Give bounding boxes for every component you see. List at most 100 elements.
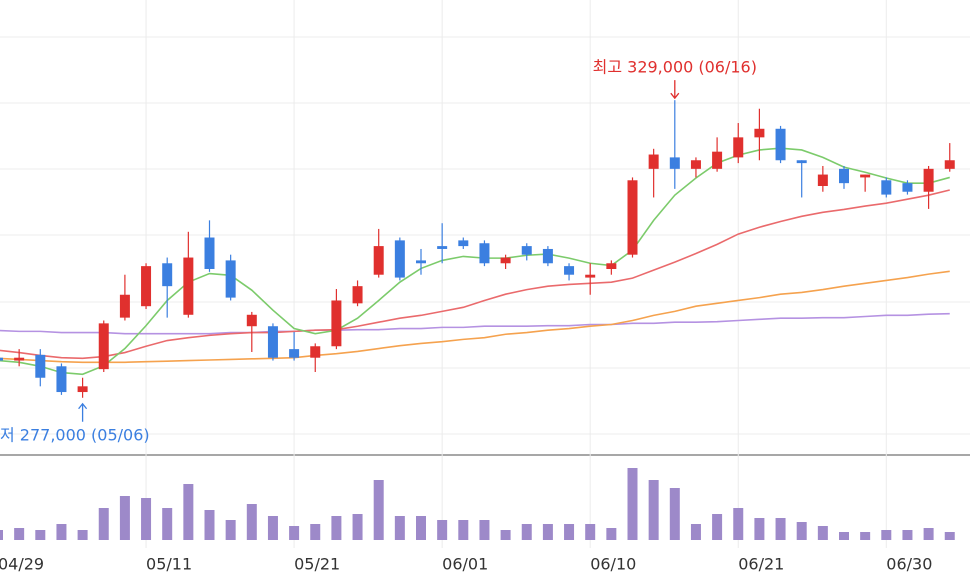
volume-bar xyxy=(310,524,321,540)
volume-bar xyxy=(902,530,913,540)
annotation-low: 저 277,000 (05/06) xyxy=(0,425,150,444)
volume-bar xyxy=(0,530,3,540)
candle-body xyxy=(775,128,786,161)
volume-bar xyxy=(183,484,194,540)
candle-body xyxy=(162,263,173,287)
volume-bar xyxy=(162,508,173,540)
volume-bar xyxy=(817,526,828,540)
annotation-high: 최고 329,000 (06/16) xyxy=(593,58,757,77)
volume-bar xyxy=(225,520,236,540)
moving-average-line xyxy=(0,189,950,360)
moving-average-line xyxy=(0,312,950,335)
x-tick-label: 06/01 xyxy=(442,555,488,574)
volume-bar xyxy=(331,516,342,540)
moving-average-line xyxy=(0,147,950,376)
x-tick-label: 06/10 xyxy=(590,555,636,574)
volume-bar xyxy=(416,516,426,540)
candle-body xyxy=(754,128,765,138)
candle-body xyxy=(923,168,934,192)
candle-body xyxy=(627,180,638,255)
candle-body xyxy=(437,246,448,249)
x-tick-label: 06/21 xyxy=(738,555,784,574)
candle-body xyxy=(479,243,490,264)
volume-bar xyxy=(712,514,723,540)
volume-bar xyxy=(289,526,300,540)
candle-body xyxy=(712,151,723,169)
volume-bar xyxy=(521,524,532,540)
candle-body xyxy=(564,266,575,275)
volume-bar xyxy=(373,480,384,540)
x-tick-label: 05/11 xyxy=(146,555,192,574)
volume-bar xyxy=(923,528,934,540)
volume-bar xyxy=(119,496,130,540)
volume-bar xyxy=(585,524,596,540)
volume-bar xyxy=(796,522,807,540)
grid xyxy=(0,36,970,435)
volume-bar xyxy=(394,516,405,540)
candle-body xyxy=(542,248,553,264)
volume-bar xyxy=(141,498,152,540)
volume-bar xyxy=(437,520,448,540)
candle-body xyxy=(56,366,67,393)
volume-bar xyxy=(458,520,469,540)
candle-body xyxy=(839,168,849,184)
annotation-arrow xyxy=(670,80,680,100)
x-tick-label: 06/30 xyxy=(886,555,932,574)
candle-body xyxy=(141,266,152,307)
candle-body xyxy=(690,160,701,169)
annotation-arrow xyxy=(78,402,88,422)
candle-body xyxy=(98,323,109,370)
candle-body xyxy=(521,246,532,255)
candle-body xyxy=(458,240,469,247)
volume-bar xyxy=(77,530,88,540)
volume-bar xyxy=(98,508,109,540)
candle-body xyxy=(416,260,426,264)
volume-bar xyxy=(56,524,67,540)
volume-bar xyxy=(775,518,786,540)
volume-bar xyxy=(690,524,701,540)
candle-body xyxy=(225,260,236,298)
candle-body xyxy=(204,237,215,269)
volume-bar xyxy=(754,518,765,540)
candle-body xyxy=(733,137,744,158)
volume-bar xyxy=(352,514,363,540)
candle-body xyxy=(944,160,955,169)
volume-bar xyxy=(542,524,553,540)
candle-body xyxy=(246,314,257,327)
volume-bar xyxy=(627,468,638,540)
candle-body xyxy=(881,180,892,195)
candle-body xyxy=(860,174,871,178)
volume-bar xyxy=(14,528,25,540)
candle-body xyxy=(394,240,405,278)
moving-average-line xyxy=(0,270,950,364)
candle-body xyxy=(796,160,807,164)
volume-bar xyxy=(648,480,659,540)
candle-body xyxy=(267,326,278,358)
candle-body xyxy=(902,183,913,192)
candle-body xyxy=(500,257,511,264)
volume-bar xyxy=(564,524,575,540)
candle-body xyxy=(606,263,617,269)
candle-body xyxy=(0,357,3,361)
volume-bar xyxy=(669,488,680,540)
volume-bar xyxy=(860,532,871,540)
candle-body xyxy=(310,346,321,358)
candle-body xyxy=(289,349,300,358)
volume-bar xyxy=(246,504,257,540)
candle-body xyxy=(669,157,680,169)
volume-bar xyxy=(881,530,892,540)
volume-bar xyxy=(204,510,215,540)
candle-body xyxy=(35,354,46,378)
volume-bar xyxy=(267,516,278,540)
volume-bar xyxy=(839,532,849,540)
x-tick-label: 04/29 xyxy=(0,555,44,574)
candle-body xyxy=(331,300,342,347)
volume-bar xyxy=(944,532,955,540)
x-tick-label: 05/21 xyxy=(294,555,340,574)
candle-body xyxy=(183,257,194,315)
candle-body xyxy=(352,286,363,304)
candle-body xyxy=(119,294,130,318)
candle-body xyxy=(14,357,25,361)
